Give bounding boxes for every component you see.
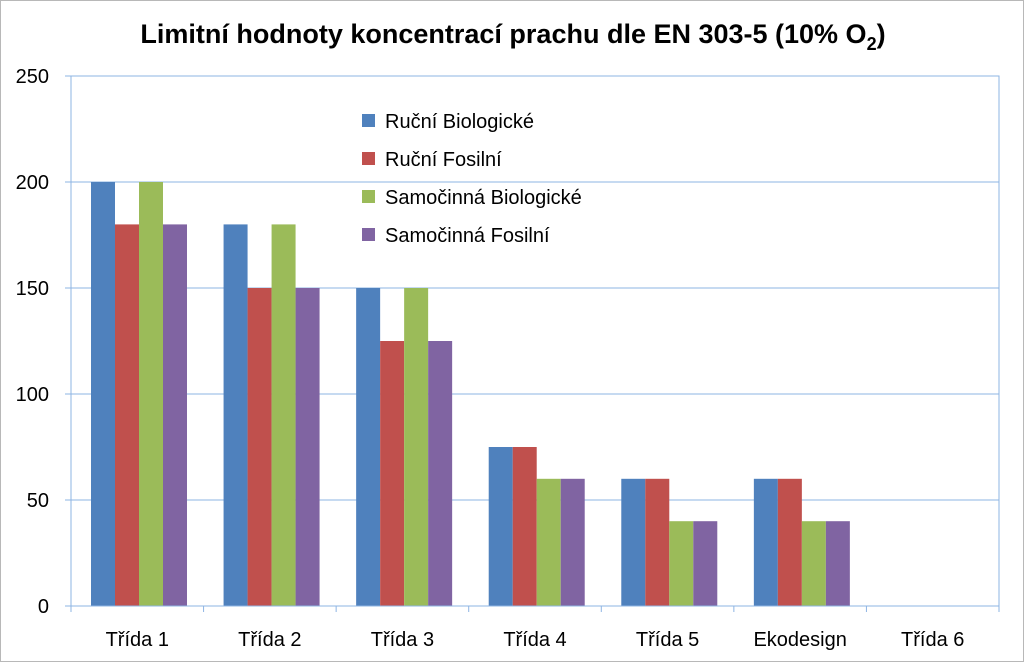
- bar-2-3: [428, 341, 453, 606]
- bar-4-3: [693, 521, 718, 606]
- x-tick-label-6: Třída 6: [901, 629, 964, 651]
- x-tick-label-3: Třída 4: [503, 629, 566, 651]
- chart-title-main: Limitní hodnoty koncentrací prachu dle E…: [140, 19, 866, 49]
- bars: [91, 182, 850, 606]
- bar-0-1: [115, 224, 139, 606]
- y-tick-label-1: 50: [27, 490, 49, 512]
- bar-3-3: [560, 478, 585, 606]
- bar-3-1: [512, 447, 537, 606]
- bar-3-0: [488, 447, 513, 606]
- bar-5-1: [777, 478, 802, 606]
- bar-1-3: [295, 288, 320, 606]
- bar-5-2: [801, 521, 826, 606]
- bar-0-0: [91, 182, 115, 606]
- bar-4-1: [645, 478, 670, 606]
- bar-1-0: [223, 224, 248, 606]
- bar-1-1: [247, 288, 272, 606]
- chart-title-suffix: ): [877, 19, 886, 49]
- y-tick-label-4: 200: [16, 172, 49, 194]
- y-tick-label-5: 250: [16, 66, 49, 88]
- legend-label-0: Ruční Biologické: [385, 111, 534, 133]
- axes: 0 50 100 150 200 250 Třída 1 Třída 2 Třída 3 Tříd…: [16, 66, 1000, 651]
- chart-title: Limitní hodnoty koncentrací prachu dle E…: [140, 19, 885, 54]
- bar-4-2: [669, 521, 694, 606]
- bar-5-3: [825, 521, 850, 606]
- bar-5-0: [753, 478, 778, 606]
- bar-0-3: [163, 224, 187, 606]
- x-tick-label-0: Třída 1: [106, 629, 169, 651]
- x-tick-label-1: Třída 2: [238, 629, 301, 651]
- bar-2-1: [380, 341, 405, 606]
- legend-label-3: Samočinná Fosilní: [385, 225, 550, 247]
- chart-title-subscript: 2: [867, 34, 877, 54]
- legend-label-2: Samočinná Biologické: [385, 187, 582, 209]
- y-tick-label-3: 150: [16, 278, 49, 300]
- legend-swatch-0: [362, 114, 375, 127]
- bar-3-2: [536, 478, 561, 606]
- legend: Ruční Biologické Ruční Fosilní Samočinná B…: [362, 111, 582, 247]
- legend-swatch-2: [362, 190, 375, 203]
- x-tick-label-5: Ekodesign: [753, 629, 846, 651]
- y-tick-label-0: 0: [38, 596, 49, 618]
- bar-1-2: [271, 224, 296, 606]
- x-tick-label-2: Třída 3: [371, 629, 434, 651]
- bar-2-2: [404, 288, 429, 606]
- bar-2-0: [356, 288, 381, 606]
- legend-label-1: Ruční Fosilní: [385, 149, 502, 171]
- x-tick-label-4: Třída 5: [636, 629, 699, 651]
- y-tick-label-2: 100: [16, 384, 49, 406]
- bar-0-2: [139, 182, 163, 606]
- legend-swatch-1: [362, 152, 375, 165]
- legend-swatch-3: [362, 228, 375, 241]
- bar-4-0: [621, 478, 646, 606]
